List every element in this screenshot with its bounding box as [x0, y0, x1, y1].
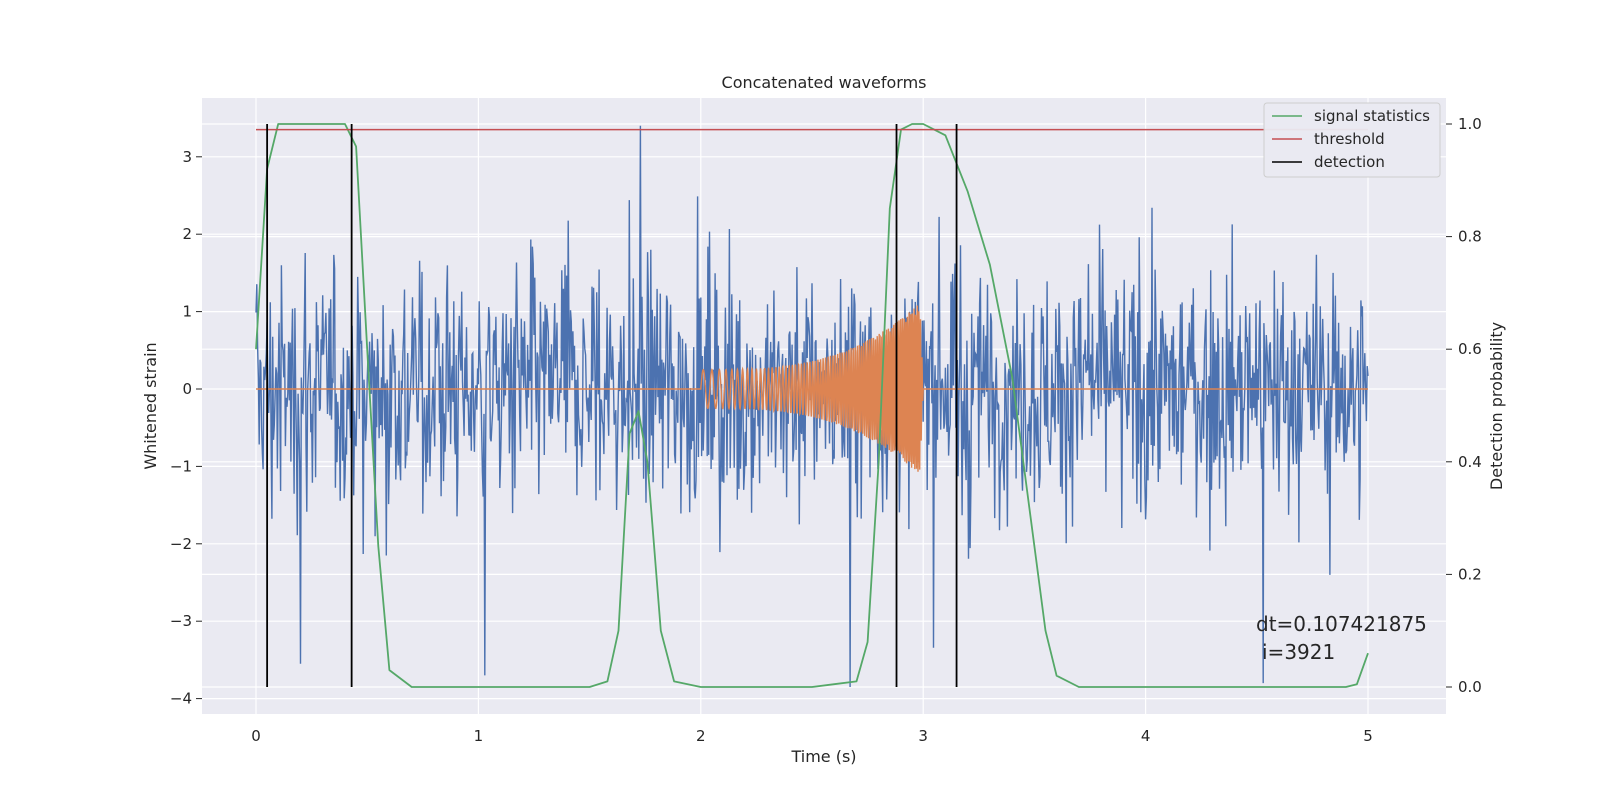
y2-tick-label: 0.6	[1458, 340, 1482, 358]
x-tick-label: 0	[251, 727, 261, 745]
x-tick-label: 2	[696, 727, 706, 745]
y-tick-label: −3	[170, 612, 192, 630]
y2-tick-label: 1.0	[1458, 115, 1482, 133]
x-axis-label: Time (s)	[790, 747, 856, 766]
injection-series	[256, 305, 1368, 472]
x-tick-label: 5	[1363, 727, 1373, 745]
annotation: dt=0.107421875 i=3921	[1256, 612, 1427, 664]
y-tick-label: −2	[170, 535, 192, 553]
signal-statistics-series	[255, 123, 1369, 688]
y2-tick-label: 0.0	[1458, 678, 1482, 696]
y2-tick-label: 0.8	[1458, 228, 1482, 246]
x-tick-label: 3	[918, 727, 928, 745]
y-tick-label: 3	[182, 148, 192, 166]
right-axis-layer	[255, 123, 1369, 688]
ticks-layer: 0 1 2 3 4 5 −4 −3 −2 −1 0 1 2 3 0.0 0.2 0.4 0.6 0.8 1.0	[170, 115, 1482, 745]
y-tick-label: 1	[182, 303, 192, 321]
y2-tick-label: 0.2	[1458, 565, 1482, 583]
legend-label-threshold: threshold	[1314, 130, 1385, 148]
legend-label-signal-statistics: signal statistics	[1314, 107, 1430, 125]
injection-layer	[256, 305, 1368, 472]
y-tick-label: −4	[170, 690, 192, 708]
legend-box	[1263, 102, 1441, 178]
strain-layer	[255, 125, 1369, 688]
y2-axis-label: Detection probability	[1487, 322, 1506, 490]
legend: signal statistics threshold detection	[1263, 102, 1441, 178]
y-tick-label: 0	[182, 380, 192, 398]
annotation-i: i=3921	[1262, 640, 1335, 664]
y-axis-label: Whitened strain	[141, 342, 160, 469]
chart-title: Concatenated waveforms	[722, 73, 927, 92]
strain-series	[255, 125, 1369, 688]
x-tick-label: 4	[1141, 727, 1151, 745]
legend-label-detection: detection	[1314, 153, 1385, 171]
annotation-dt: dt=0.107421875	[1256, 612, 1427, 636]
x-tick-label: 1	[474, 727, 484, 745]
y2-tick-label: 0.4	[1458, 453, 1482, 471]
y-tick-label: −1	[170, 457, 192, 475]
y-tick-label: 2	[182, 225, 192, 243]
